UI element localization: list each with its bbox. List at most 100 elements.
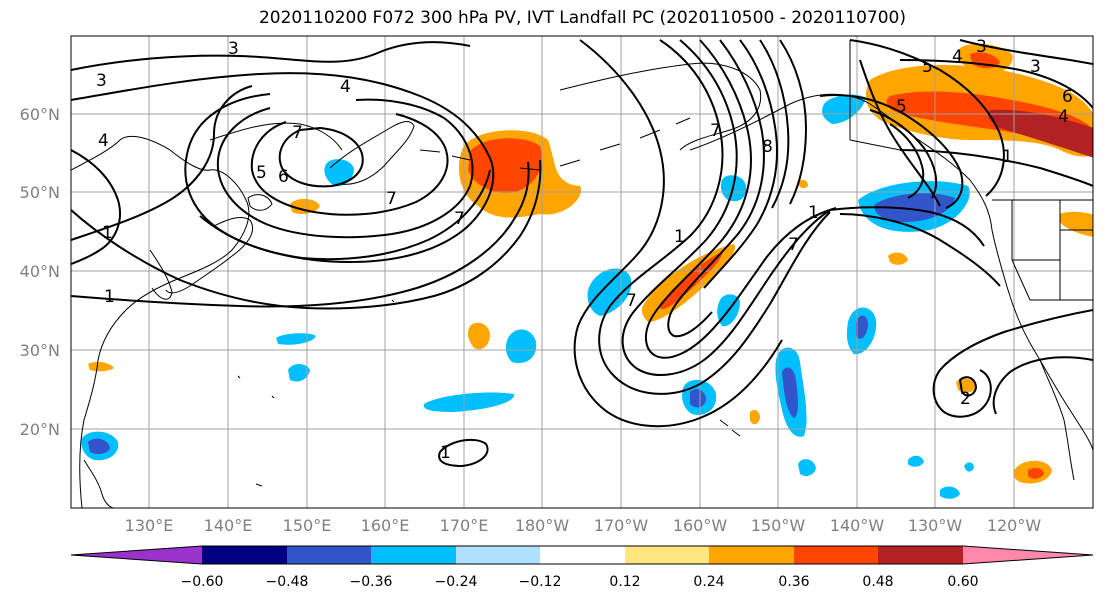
colorbar-segment <box>878 546 963 564</box>
contour-line <box>645 39 837 359</box>
contour-label: 6 <box>1062 87 1073 107</box>
contour-label: 2 <box>960 389 971 409</box>
colorbar-tick-label: 0.24 <box>693 574 724 590</box>
contour-label: 3 <box>976 37 987 57</box>
pos-blob <box>1028 467 1044 479</box>
contour-line <box>621 39 831 376</box>
lon-tick-label: 180°W <box>515 516 570 535</box>
lat-tick-label: 60°N <box>20 105 60 124</box>
contour-line <box>839 213 1001 287</box>
colorbar-segment <box>625 546 709 564</box>
contour-label: 7 <box>626 291 637 311</box>
contour-label: 4 <box>952 47 963 67</box>
hawaii <box>719 419 741 437</box>
contour-line <box>889 123 925 199</box>
aleutians <box>419 117 691 171</box>
contour-label: 7 <box>788 235 799 255</box>
neg-blob <box>856 315 868 339</box>
hokkaido-coast <box>247 194 273 211</box>
colorbar-segment <box>371 546 456 564</box>
colorbar-tick-label: −0.24 <box>435 574 478 590</box>
colorbar-tick-label: 0.48 <box>862 574 893 590</box>
neg-blob <box>88 438 110 455</box>
lon-tick-label: 160°E <box>361 516 410 535</box>
contour-line <box>899 149 1093 187</box>
japan-coast <box>165 217 254 294</box>
pos-blob <box>798 179 808 189</box>
neg-blob <box>908 455 924 467</box>
neg-blob <box>505 329 537 364</box>
colorbar-segment <box>709 546 794 564</box>
neg-blob <box>288 364 310 382</box>
korea-coast <box>149 249 173 300</box>
contour-label: 3 <box>228 39 239 59</box>
contour-line <box>849 39 1005 197</box>
lat-tick-label: 20°N <box>20 420 60 439</box>
colorbar-segment <box>202 546 287 564</box>
contour-line <box>216 98 474 239</box>
colorbar-segment <box>794 546 878 564</box>
map-title: 2020110200 F072 300 hPa PV, IVT Landfall… <box>258 8 906 28</box>
negative-anomalies <box>81 94 974 499</box>
contour-line <box>779 39 808 205</box>
colorbar-segment <box>540 546 625 564</box>
contour-label: 1 <box>440 443 451 463</box>
contour-line <box>759 39 790 209</box>
lon-tick-label: 170°E <box>440 516 489 535</box>
colorbar-tick-label: −0.36 <box>350 574 393 590</box>
colorbar-ticks: −0.60 −0.48 −0.36 −0.24 −0.12 0.12 0.24 … <box>181 574 979 590</box>
colorbar-tick-label: −0.48 <box>266 574 309 590</box>
canada-border <box>849 40 901 151</box>
lon-tick-label: 130°W <box>908 516 963 535</box>
contour-label: 5 <box>896 97 907 117</box>
lon-tick-label: 140°E <box>204 516 253 535</box>
contour-labels: 3 3 4 4 7 6 5 7 1 1 1 7 7 1 8 7 7 3 5 4 … <box>96 37 1073 463</box>
contour-line <box>250 113 449 216</box>
contour-line <box>598 39 831 395</box>
pos-blob <box>660 252 723 310</box>
lon-tick-label: 140°W <box>830 516 885 535</box>
neg-blob <box>940 486 960 499</box>
contour-label: 4 <box>1058 107 1069 127</box>
contour-label: 7 <box>386 189 397 209</box>
contour-line <box>71 159 542 310</box>
contour-line <box>703 39 778 289</box>
contour-line <box>899 59 1093 109</box>
contour-line <box>829 206 985 247</box>
contour-label: 3 <box>96 71 107 91</box>
contour-line <box>932 309 1093 418</box>
lon-tick-label: 130°E <box>125 516 174 535</box>
alaska-coast <box>689 93 993 231</box>
lat-tick-label: 50°N <box>20 183 60 202</box>
contour-line <box>667 39 765 338</box>
contour-line <box>71 161 530 308</box>
pv-contours <box>71 39 1093 468</box>
colorbar-tick-label: 0.36 <box>778 574 809 590</box>
contour-line <box>573 39 783 428</box>
lon-tick-label: 170°W <box>594 516 649 535</box>
contour-line <box>438 438 489 468</box>
contour-label: 4 <box>98 131 109 151</box>
contour-label: 1 <box>808 203 819 223</box>
baja-coast <box>1039 359 1075 481</box>
lon-tick-label: 120°W <box>987 516 1042 535</box>
contour-line <box>71 41 471 71</box>
colorbar-segments <box>70 545 1094 565</box>
pos-blob <box>88 361 114 372</box>
contour-line <box>992 356 1093 415</box>
neg-blob <box>276 333 316 345</box>
colorbar-segment <box>963 546 1093 564</box>
pos-blob <box>290 198 320 214</box>
contour-line <box>859 59 941 207</box>
contour-line <box>959 39 1093 65</box>
neg-blob <box>587 268 632 316</box>
colorbar-segment <box>456 546 540 564</box>
philippines <box>83 459 115 508</box>
contour-label: 1 <box>104 287 115 307</box>
us-state-borders <box>992 199 1093 301</box>
contour-label: 6 <box>278 167 289 187</box>
neg-blob <box>798 459 816 476</box>
contour-label: 3 <box>1030 57 1041 77</box>
colorbar-tick-label: 0.60 <box>947 574 978 590</box>
